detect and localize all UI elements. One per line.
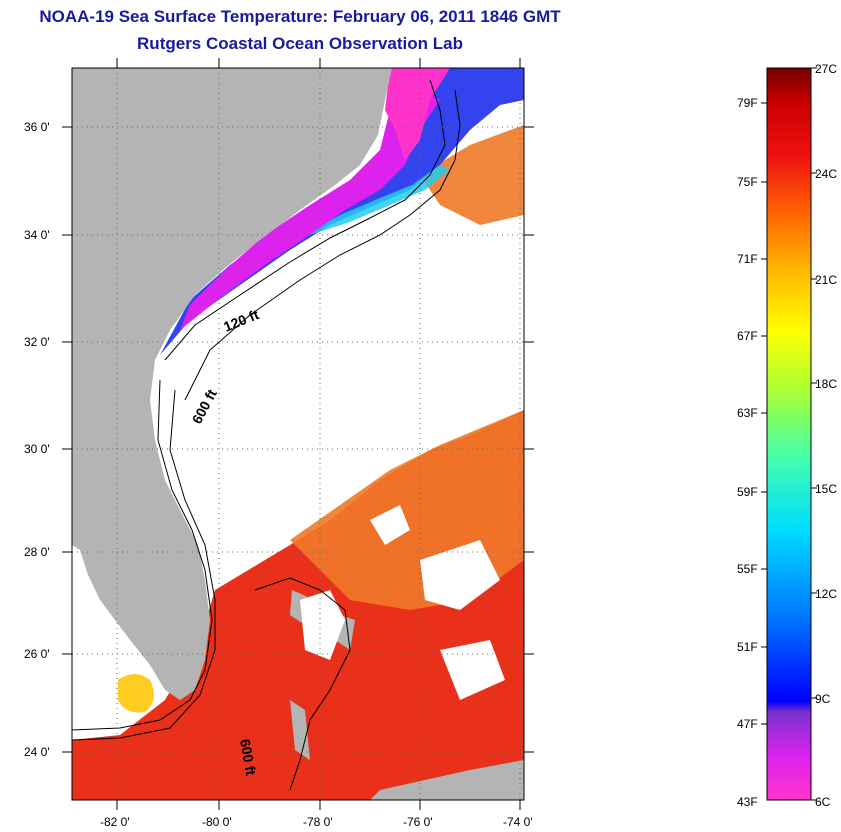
map-subtitle: Rutgers Coastal Ocean Observation Lab (137, 34, 463, 53)
colorbar-label-c: 15C (815, 482, 837, 496)
colorbar-label-c: 21C (815, 273, 837, 287)
coastal-magenta-band (180, 68, 440, 330)
contour-florida-shelf (72, 379, 213, 731)
lon-label: -82 0' (100, 815, 130, 829)
lon-label: -80 0' (202, 815, 232, 829)
gulf-warm-patch (118, 674, 154, 713)
colorbar-label-f: 79F (737, 96, 758, 110)
contour-bahamas (254, 577, 351, 791)
contour-600ft (184, 89, 461, 401)
colorbar-label-c: 6C (815, 795, 831, 809)
cloud-mask-3 (370, 505, 410, 545)
cloud-mask-1 (300, 590, 345, 660)
lat-label: 36 0' (24, 120, 50, 134)
lat-label: 28 0' (24, 545, 50, 559)
colorbar-label-c: 12C (815, 587, 837, 601)
land-southeast-us (72, 68, 392, 700)
colorbar-label-f: 51F (737, 640, 758, 654)
colorbar-label-f: 75F (737, 175, 758, 189)
colorbar-label-f: 55F (737, 562, 758, 576)
map-area: 120 ft 600 ft 600 ft (72, 68, 524, 800)
colorbar-label-c: 18C (815, 377, 837, 391)
map-title: NOAA-19 Sea Surface Temperature: Februar… (39, 7, 561, 26)
contour-florida-shelf-2 (72, 389, 216, 741)
colorbar-label-f: 59F (737, 485, 758, 499)
colorbar-label-c: 24C (815, 167, 837, 181)
colorbar-label-f: 71F (737, 252, 758, 266)
lon-label: -78 0' (303, 815, 333, 829)
cloud-mask-4 (440, 640, 505, 700)
map-frame (71, 67, 525, 801)
map-ticks (62, 58, 534, 810)
colorbar-label-f: 43F (737, 795, 758, 809)
map-grid (72, 68, 524, 800)
contour-120ft (164, 79, 446, 361)
colorbar (766, 67, 812, 801)
colorbar-label-f: 63F (737, 406, 758, 420)
northeast-warm-band (420, 125, 524, 225)
lon-label: -74 0' (503, 815, 533, 829)
lon-label: -76 0' (403, 815, 433, 829)
land-cuba (370, 760, 524, 800)
lat-label: 32 0' (24, 335, 50, 349)
colorbar-label-f: 47F (737, 717, 758, 731)
colorbar-label-c: 9C (815, 692, 831, 706)
lat-label: 26 0' (24, 647, 50, 661)
lat-label: 30 0' (24, 442, 50, 456)
lat-label: 34 0' (24, 228, 50, 242)
contour-label-600ft-south: 600 ft (237, 738, 259, 777)
colorbar-label-f: 67F (737, 329, 758, 343)
cloud-mask-2 (420, 540, 500, 610)
colorbar-label-c: 27C (815, 62, 837, 76)
colorbar-ticks (761, 67, 817, 801)
shelf-cyan-band (300, 165, 450, 238)
land-bahamas-3 (290, 700, 310, 760)
lat-label: 24 0' (24, 745, 50, 759)
